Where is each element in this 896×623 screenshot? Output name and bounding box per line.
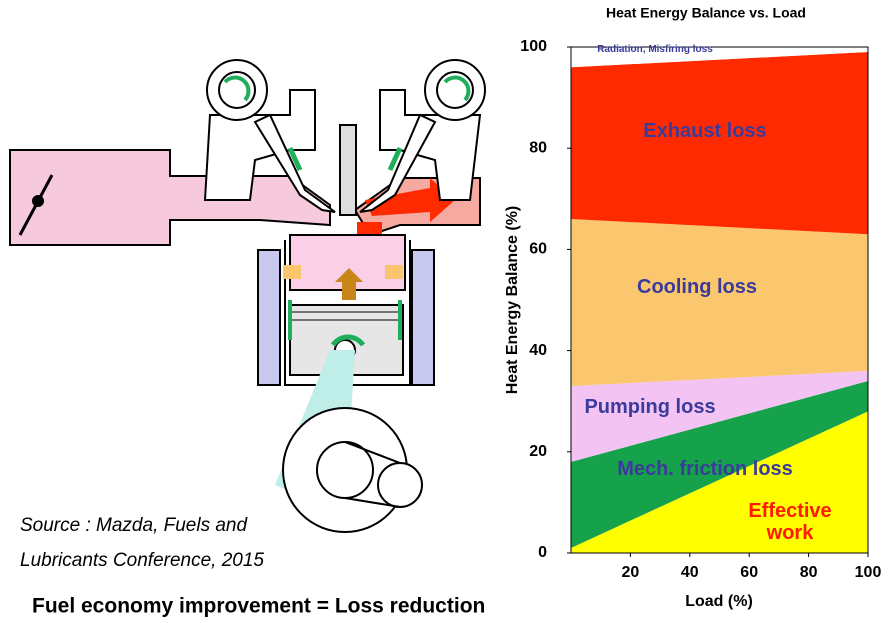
source-line: Lubricants Conference, 2015 (20, 550, 264, 571)
y-tick-label: 40 (529, 342, 547, 359)
area-label: Pumping loss (500, 396, 800, 418)
y-tick-label: 80 (529, 139, 547, 156)
y-tick-label: 0 (538, 544, 547, 561)
page: Heat Energy Balance vs. Load Load (%) He… (0, 0, 896, 623)
x-tick-label: 80 (800, 564, 818, 581)
area-label: Exhaust loss (555, 120, 855, 142)
area-label: Cooling loss (547, 276, 847, 298)
x-tick-label: 40 (681, 564, 699, 581)
y-tick-label: 60 (529, 241, 547, 258)
y-tick-label: 20 (529, 443, 547, 460)
area-label: Mech. friction loss (555, 458, 855, 480)
area-label: Effective work (735, 500, 845, 544)
x-tick-label: 100 (855, 564, 882, 581)
x-axis-label: Load (%) (685, 593, 753, 610)
x-tick-label: 20 (622, 564, 640, 581)
x-tick-label: 60 (740, 564, 758, 581)
area-label: Radiation, Misfiring loss (505, 44, 805, 55)
engine-diagram (10, 60, 485, 532)
area (571, 52, 868, 234)
chart-title: Heat Energy Balance vs. Load (606, 5, 806, 21)
y-axis-label: Heat Energy Balance (%) (504, 206, 521, 395)
source-line: Source : Mazda, Fuels and (20, 515, 248, 536)
caption: Fuel economy improvement = Loss reductio… (32, 595, 485, 618)
area (571, 219, 868, 386)
